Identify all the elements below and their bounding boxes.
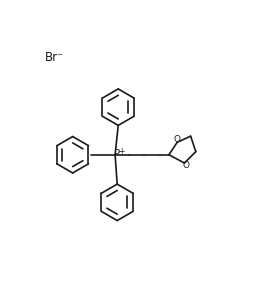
Text: O: O: [174, 135, 181, 144]
Text: +: +: [119, 147, 125, 156]
Text: P: P: [115, 149, 121, 159]
Text: O: O: [183, 161, 190, 170]
Text: Br⁻: Br⁻: [45, 51, 64, 64]
